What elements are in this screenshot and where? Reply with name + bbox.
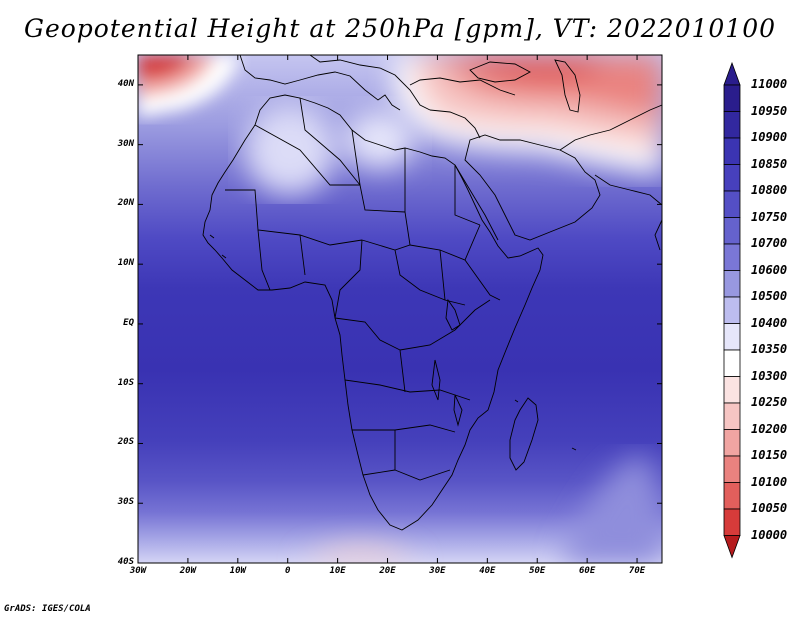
colorbar-level-label: 10100 — [751, 474, 788, 489]
lat-tick-label: 30N — [117, 138, 134, 149]
lat-tick-label: 10S — [117, 377, 134, 388]
colorbar-level-label: 10750 — [751, 209, 788, 224]
map-frame — [137, 54, 663, 564]
colorbar-swatch — [723, 429, 741, 457]
colorbar-level-label: 10800 — [751, 183, 788, 197]
colorbar-swatch — [723, 270, 741, 298]
colorbar-swatch — [723, 296, 741, 324]
colorbar-level-label: 10350 — [751, 342, 788, 356]
colorbar-swatch — [723, 349, 741, 377]
colorbar-level-label: 10150 — [751, 448, 788, 462]
colorbar-swatch — [723, 84, 741, 112]
lon-tick-label: 40E — [479, 566, 496, 576]
colorbar-level-label: 10950 — [751, 103, 788, 118]
lon-tick-label: 20W — [179, 566, 197, 576]
axis-ticks — [137, 55, 662, 564]
colorbar-level-label: 10200 — [751, 421, 788, 436]
colorbar — [723, 61, 741, 559]
lat-tick-label: EQ — [123, 317, 134, 328]
coastlines — [202, 55, 662, 531]
colorbar-level-label: 10400 — [751, 315, 788, 330]
chart-title: Geopotential Height at 250hPa [gpm], VT:… — [23, 14, 777, 43]
colorbar-bottom-arrow — [723, 535, 741, 559]
lat-tick-label: 20S — [117, 437, 134, 448]
colorbar-swatch — [723, 323, 741, 351]
colorbar-swatch — [723, 402, 741, 430]
contour-field — [138, 55, 662, 563]
colorbar-level-label: 10300 — [751, 368, 788, 383]
lon-tick-label: 30W — [129, 566, 147, 576]
colorbar-swatch — [723, 137, 741, 165]
colorbar-level-label: 10900 — [751, 130, 788, 144]
colorbar-level-label: 10000 — [751, 527, 788, 542]
lat-tick-label: 10N — [117, 258, 134, 269]
colorbar-level-label: 10700 — [751, 236, 788, 250]
colorbar-level-label: 10250 — [751, 395, 788, 409]
colorbar-level-label: 10500 — [751, 289, 788, 303]
colorbar-swatch — [723, 243, 741, 271]
colorbar-swatch — [723, 482, 741, 510]
lat-tick-label: 20N — [117, 198, 134, 209]
colorbar-swatch — [723, 217, 741, 245]
colorbar-swatch — [723, 376, 741, 404]
colorbar-swatch — [723, 190, 741, 218]
colorbar-swatch — [723, 455, 741, 483]
colorbar-level-label: 11000 — [751, 77, 788, 91]
lon-tick-label: 20E — [379, 566, 396, 576]
lat-tick-label: 40S — [117, 557, 134, 567]
colorbar-swatch — [723, 111, 741, 139]
colorbar-level-label: 10600 — [751, 262, 788, 277]
lon-tick-label: 0 — [284, 566, 291, 576]
lon-tick-label: 30E — [429, 566, 446, 576]
lon-tick-label: 60E — [579, 566, 596, 576]
lat-tick-label: 30S — [117, 497, 134, 508]
lat-tick-label: 40N — [117, 78, 134, 89]
lon-tick-label: 10E — [329, 566, 346, 576]
lon-tick-label: 70E — [628, 566, 646, 576]
lon-tick-label: 50E — [529, 566, 546, 576]
colorbar-top-arrow — [723, 61, 741, 86]
colorbar-level-label: 10050 — [751, 501, 788, 515]
colorbar-level-label: 10850 — [751, 156, 788, 171]
credit-text: GrADS: IGES/COLA — [4, 604, 91, 614]
colorbar-swatch — [723, 164, 741, 192]
colorbar-swatch — [723, 508, 741, 536]
lon-tick-label: 10W — [229, 566, 246, 576]
